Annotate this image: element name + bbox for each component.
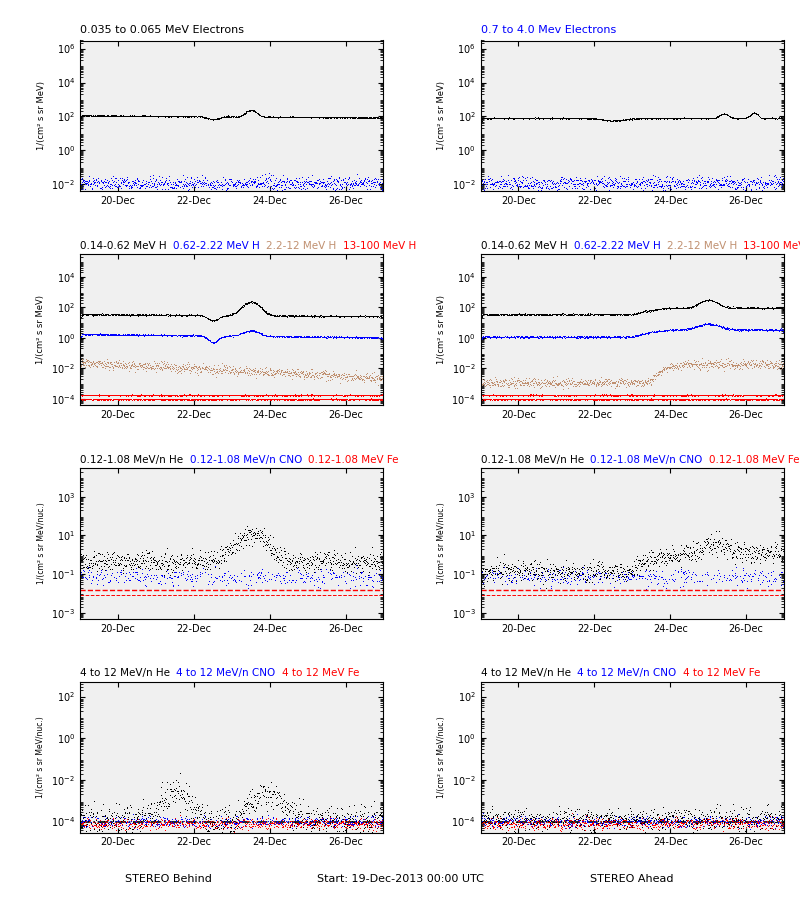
Y-axis label: 1/(cm² s sr MeV): 1/(cm² s sr MeV) — [438, 81, 446, 150]
Text: STEREO Behind: STEREO Behind — [125, 874, 211, 884]
Text: 4 to 12 MeV/n He: 4 to 12 MeV/n He — [481, 669, 570, 679]
Text: 0.14-0.62 MeV H: 0.14-0.62 MeV H — [481, 240, 567, 251]
Y-axis label: 1/(cm² s sr MeV/nuc.): 1/(cm² s sr MeV/nuc.) — [437, 502, 446, 584]
Text: 0.12-1.08 MeV/n He: 0.12-1.08 MeV/n He — [481, 454, 584, 464]
Y-axis label: 1/(cm² s sr MeV/nuc.): 1/(cm² s sr MeV/nuc.) — [37, 502, 46, 584]
Y-axis label: 1/(cm² s sr MeV): 1/(cm² s sr MeV) — [36, 295, 46, 364]
Y-axis label: 1/(cm² s sr MeV): 1/(cm² s sr MeV) — [37, 81, 46, 150]
Text: 0.12-1.08 MeV Fe: 0.12-1.08 MeV Fe — [709, 454, 799, 464]
Text: 0.62-2.22 MeV H: 0.62-2.22 MeV H — [574, 240, 660, 251]
Text: STEREO Ahead: STEREO Ahead — [590, 874, 674, 884]
Text: 13-100 MeV H: 13-100 MeV H — [743, 240, 800, 251]
Text: 0.14-0.62 MeV H: 0.14-0.62 MeV H — [80, 240, 166, 251]
Y-axis label: 1/(cm² s sr MeV): 1/(cm² s sr MeV) — [437, 295, 446, 364]
Text: 2.2-12 MeV H: 2.2-12 MeV H — [666, 240, 737, 251]
Y-axis label: 1/(cm² s sr MeV/nuc.): 1/(cm² s sr MeV/nuc.) — [36, 716, 46, 798]
Text: 4 to 12 MeV/n He: 4 to 12 MeV/n He — [80, 669, 170, 679]
Y-axis label: 1/(cm² s sr MeV/nuc.): 1/(cm² s sr MeV/nuc.) — [437, 716, 446, 798]
Text: 4 to 12 MeV/n CNO: 4 to 12 MeV/n CNO — [577, 669, 676, 679]
Text: 4 to 12 MeV/n CNO: 4 to 12 MeV/n CNO — [176, 669, 276, 679]
Text: 0.12-1.08 MeV/n He: 0.12-1.08 MeV/n He — [80, 454, 183, 464]
Text: 0.62-2.22 MeV H: 0.62-2.22 MeV H — [173, 240, 260, 251]
Text: 4 to 12 MeV Fe: 4 to 12 MeV Fe — [282, 669, 359, 679]
Text: 0.12-1.08 MeV Fe: 0.12-1.08 MeV Fe — [308, 454, 398, 464]
Text: 0.7 to 4.0 Mev Electrons: 0.7 to 4.0 Mev Electrons — [481, 25, 616, 35]
Text: 0.035 to 0.065 MeV Electrons: 0.035 to 0.065 MeV Electrons — [80, 25, 258, 35]
Text: 0.12-1.08 MeV/n CNO: 0.12-1.08 MeV/n CNO — [590, 454, 702, 464]
Text: 0.12-1.08 MeV/n CNO: 0.12-1.08 MeV/n CNO — [190, 454, 302, 464]
Text: 2.2-12 MeV H: 2.2-12 MeV H — [266, 240, 337, 251]
Text: 13-100 MeV H: 13-100 MeV H — [343, 240, 416, 251]
Text: 4 to 12 MeV Fe: 4 to 12 MeV Fe — [682, 669, 760, 679]
Text: Start: 19-Dec-2013 00:00 UTC: Start: 19-Dec-2013 00:00 UTC — [317, 874, 483, 884]
